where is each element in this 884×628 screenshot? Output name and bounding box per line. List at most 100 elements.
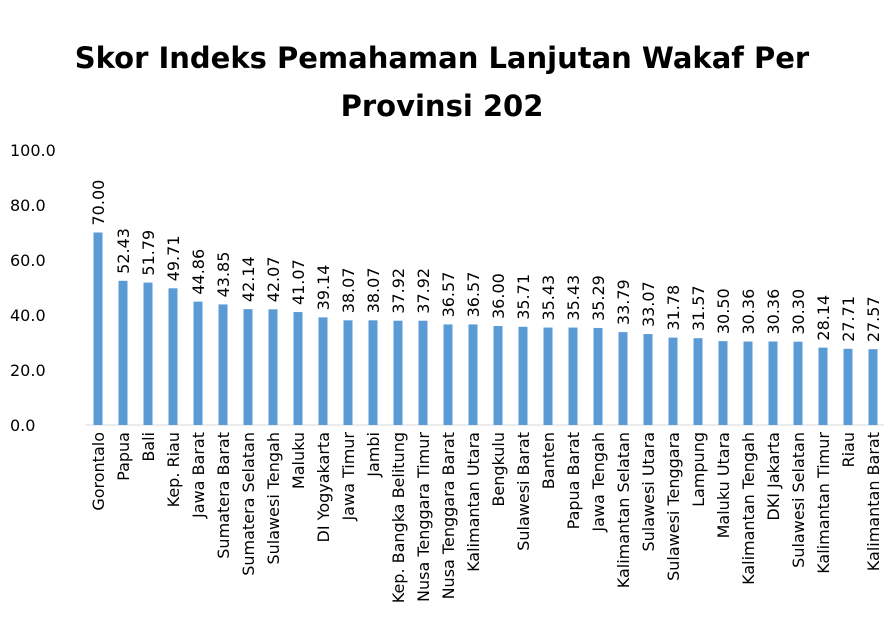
value-label: 37.92 — [414, 268, 433, 314]
value-label: 42.07 — [264, 256, 283, 302]
value-label: 70.00 — [89, 180, 108, 226]
value-label: 30.36 — [739, 289, 758, 335]
bar — [293, 312, 303, 425]
bar — [518, 326, 528, 425]
bar — [793, 341, 803, 425]
value-label: 36.00 — [489, 273, 508, 319]
value-label: 33.07 — [639, 281, 658, 327]
x-tick-label: Sulawesi Tenggara — [664, 432, 683, 581]
value-label: 51.79 — [139, 230, 158, 276]
bar — [593, 327, 603, 425]
x-tick-label: Gorontalo — [89, 432, 108, 511]
bar — [668, 337, 678, 425]
bar — [168, 288, 178, 425]
x-tick-label: Papua Barat — [564, 432, 583, 529]
bar — [118, 280, 128, 425]
x-tick-label: Kalimantan Selatan — [614, 432, 633, 588]
value-label: 35.71 — [514, 274, 533, 320]
y-tick-label: 40.0 — [10, 306, 46, 325]
x-tick-label: Kep. Riau — [164, 432, 183, 507]
x-tick-label: Jawa Barat — [189, 432, 208, 519]
x-tick-label: Kalimantan Timur — [814, 432, 833, 574]
x-tick-label: Kalimantan Tengah — [739, 432, 758, 585]
x-tick-label: Sulawesi Utara — [639, 432, 658, 552]
value-label: 27.57 — [864, 296, 883, 342]
value-label: 39.14 — [314, 265, 333, 311]
x-tick-label: Sulawesi Barat — [514, 432, 533, 551]
x-tick-label: Sulawesi Tengah — [264, 432, 283, 564]
x-tick-label: Jambi — [364, 432, 383, 478]
bar — [818, 347, 828, 425]
value-label: 30.50 — [714, 288, 733, 334]
bar — [193, 301, 203, 425]
bar — [718, 341, 728, 425]
value-label: 33.79 — [614, 279, 633, 325]
y-tick-label: 100.0 — [10, 141, 56, 160]
value-label: 37.92 — [389, 268, 408, 314]
bar — [343, 320, 353, 425]
bar — [743, 341, 753, 425]
bar — [418, 320, 428, 425]
x-tick-label: Jawa Timur — [339, 432, 358, 522]
bar — [868, 349, 878, 425]
y-tick-label: 0.0 — [10, 416, 35, 435]
x-tick-label: Maluku — [289, 432, 308, 489]
value-label: 44.86 — [189, 249, 208, 295]
x-tick-label: Sumatera Selatan — [239, 432, 258, 576]
x-tick-label: Maluku Utara — [714, 432, 733, 538]
value-label: 28.14 — [814, 295, 833, 341]
bar — [93, 232, 103, 425]
value-label: 35.43 — [539, 275, 558, 321]
bar — [393, 320, 403, 425]
value-label: 30.30 — [789, 289, 808, 335]
x-tick-label: Jawa Tengah — [589, 432, 608, 533]
bar — [468, 324, 478, 425]
x-tick-label: Nusa Tenggara Barat — [439, 432, 458, 599]
bar — [368, 320, 378, 425]
bar — [268, 309, 278, 425]
value-label: 43.85 — [214, 252, 233, 298]
value-label: 36.57 — [439, 272, 458, 318]
value-label: 31.57 — [689, 285, 708, 331]
value-label: 35.29 — [589, 275, 608, 321]
value-label: 38.07 — [364, 267, 383, 313]
value-label: 27.71 — [839, 296, 858, 342]
value-label: 30.36 — [764, 289, 783, 335]
bar — [618, 332, 628, 425]
bar — [218, 304, 228, 425]
x-tick-label: Kalimantan Utara — [464, 432, 483, 572]
y-tick-label: 60.0 — [10, 251, 46, 270]
chart-title: Skor Indeks Pemahaman Lanjutan Wakaf Per… — [74, 41, 810, 123]
bar — [243, 309, 253, 425]
x-tick-label: DKI Jakarta — [764, 432, 783, 521]
bar — [843, 348, 853, 425]
bar — [543, 327, 553, 425]
value-label: 52.43 — [114, 228, 133, 274]
x-tick-label: Kep. Bangka Belitung — [389, 432, 408, 603]
bar — [493, 326, 503, 425]
x-tick-label: Papua — [114, 432, 133, 481]
bar — [143, 282, 153, 425]
x-tick-label: DI Yogyakarta — [314, 432, 333, 542]
value-label: 36.57 — [464, 272, 483, 318]
x-tick-label: Nusa Tenggara Timur — [414, 432, 433, 602]
value-label: 42.14 — [239, 256, 258, 302]
bar — [443, 324, 453, 425]
x-tick-label: Lampung — [689, 432, 708, 507]
value-label: 38.07 — [339, 267, 358, 313]
x-tick-label: Sulawesi Selatan — [789, 432, 808, 568]
bar — [568, 327, 578, 425]
y-tick-label: 80.0 — [10, 196, 46, 215]
value-label: 41.07 — [289, 259, 308, 305]
bar — [318, 317, 328, 425]
bar — [693, 338, 703, 425]
x-tick-label: Bengkulu — [489, 432, 508, 507]
x-tick-label: Kalimantan Barat — [864, 432, 883, 571]
bar — [643, 334, 653, 425]
x-tick-label: Banten — [539, 432, 558, 489]
value-label: 49.71 — [164, 235, 183, 281]
x-tick-label: Riau — [839, 432, 858, 468]
x-tick-label: Sumatera Barat — [214, 432, 233, 559]
